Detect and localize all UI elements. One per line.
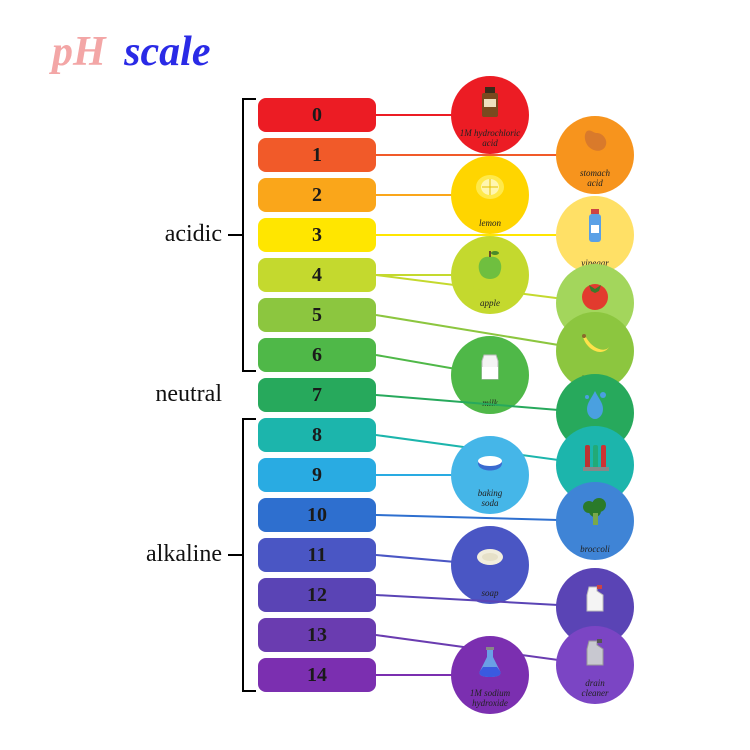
example-baking-soda: baking soda [451,436,529,514]
ph-bar-12: 12 [258,578,376,612]
ph-bar-14: 14 [258,658,376,692]
region-acidic: acidic [90,221,222,248]
flask-icon [451,636,529,689]
example-soap: soap [451,526,529,604]
ph-bar-2: 2 [258,178,376,212]
milk-icon [451,336,529,399]
bottle-brown-icon [451,76,529,129]
bottle-blue-icon [556,196,634,259]
soap-icon [451,526,529,589]
ph-bar-4: 4 [258,258,376,292]
jug-gray-icon [556,626,634,679]
ph-bar-13: 13 [258,618,376,652]
bracket [242,98,244,372]
example-broccoli: broccoli [556,482,634,560]
example-lemon: lemon [451,156,529,234]
ph-bar-6: 6 [258,338,376,372]
example-label: broccoli [576,545,614,554]
example-drain-cleaner: drain cleaner [556,626,634,704]
bracket-tick [242,370,256,372]
example-1m-sodium-hydroxide: 1M sodium hydroxide [451,636,529,714]
example-label: soap [477,589,502,598]
bracket-tick [228,554,242,556]
ph-bar-5: 5 [258,298,376,332]
example-label: lemon [475,219,505,228]
jug-white-icon [556,568,634,631]
region-alkaline: alkaline [90,541,222,568]
example-label: stomach acid [576,169,614,188]
ph-scale-diagram: 012345678910111213141M hydrochloric acid… [0,0,750,750]
ph-bar-10: 10 [258,498,376,532]
bracket-tick [242,690,256,692]
tubes-icon [556,426,634,489]
example-label: drain cleaner [578,679,613,698]
example-apple: apple [451,236,529,314]
example-label: 1M hydrochloric acid [456,129,524,148]
ph-bar-11: 11 [258,538,376,572]
ph-bar-9: 9 [258,458,376,492]
ph-bar-0: 0 [258,98,376,132]
region-neutral: neutral [90,381,222,408]
lemon-icon [451,156,529,219]
ph-bar-7: 7 [258,378,376,412]
example-vinegar: vinegar [556,196,634,274]
example-label: apple [476,299,504,308]
example-label: baking soda [474,489,507,508]
ph-bar-8: 8 [258,418,376,452]
broccoli-icon [556,482,634,545]
bracket-tick [228,234,242,236]
bracket-tick [242,98,256,100]
example-label: 1M sodium hydroxide [466,689,514,708]
ph-bar-3: 3 [258,218,376,252]
ph-bar-1: 1 [258,138,376,172]
example-stomach-acid: stomach acid [556,116,634,194]
bracket-tick [242,418,256,420]
stomach-icon [556,116,634,169]
banana-icon [556,312,634,375]
bracket [242,418,244,692]
bowl-icon [451,436,529,489]
example-1m-hydrochloric-acid: 1M hydrochloric acid [451,76,529,154]
